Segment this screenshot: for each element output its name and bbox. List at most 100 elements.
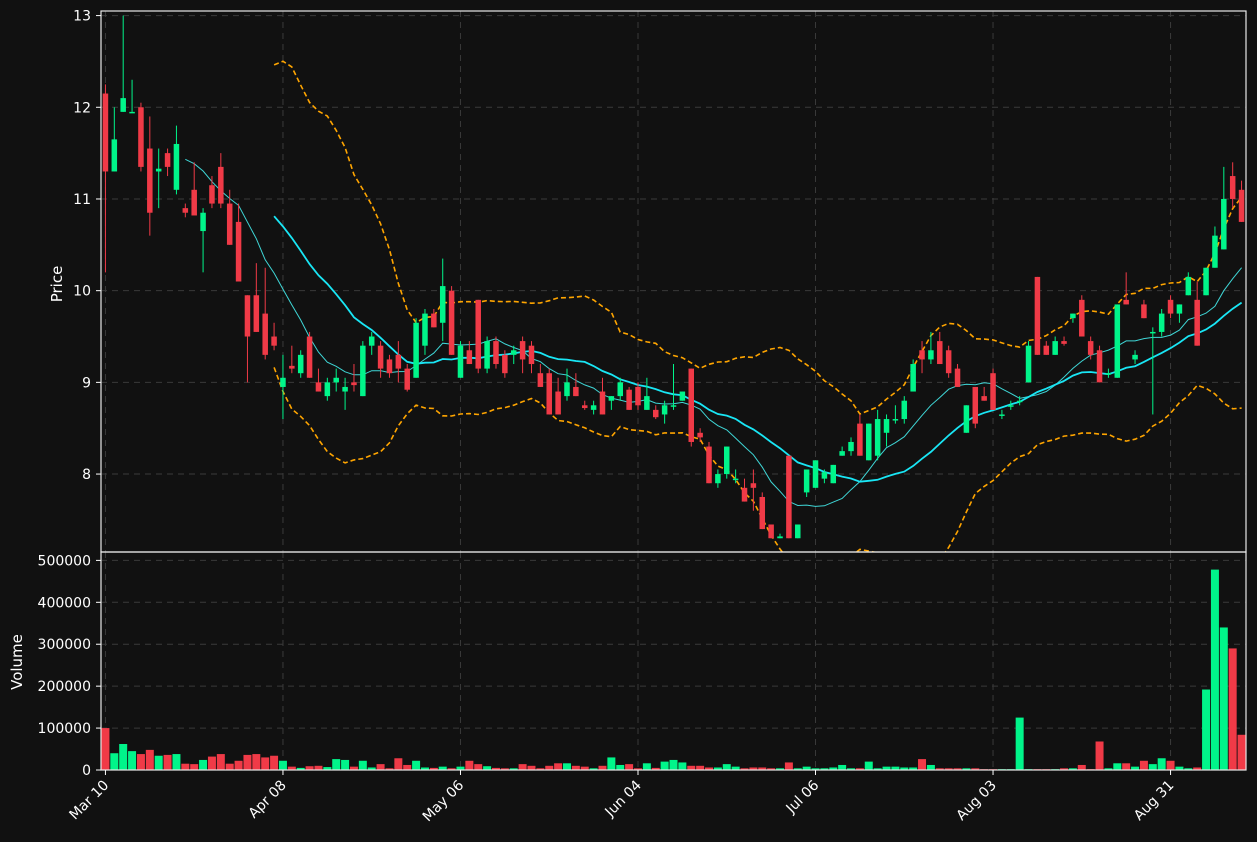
candle-body	[413, 322, 419, 378]
candle	[484, 336, 490, 374]
candle-body	[271, 336, 277, 346]
candle	[1105, 368, 1112, 378]
volume-bar	[864, 761, 873, 770]
candle-body	[1150, 331, 1156, 334]
candle-body	[1185, 276, 1192, 296]
candle-body	[830, 464, 837, 484]
candle	[1043, 341, 1050, 355]
candle	[351, 364, 357, 392]
volume-bars	[101, 569, 1246, 770]
volume-bar	[119, 744, 128, 770]
volume-bar	[261, 757, 270, 770]
candle-body	[324, 382, 331, 397]
volume-bar	[1122, 763, 1131, 770]
volume-bar	[358, 760, 367, 770]
candle	[164, 148, 171, 177]
candle-body	[697, 432, 703, 438]
volume-tick-label: 100000	[38, 721, 91, 737]
candle	[395, 341, 402, 383]
candle	[857, 414, 863, 456]
candle-body	[999, 414, 1005, 416]
candle	[111, 107, 118, 172]
candle-body	[777, 536, 783, 539]
volume-axis: 0 100000 200000 300000 400000 500000	[38, 553, 101, 779]
volume-bar	[199, 759, 208, 770]
candle	[360, 341, 366, 397]
candle	[866, 423, 872, 461]
volume-bar	[562, 763, 571, 770]
upper-band-line	[273, 60, 1243, 415]
candle	[688, 368, 695, 447]
candle	[661, 400, 668, 424]
volume-bar	[589, 768, 598, 770]
price-axis-label: Price	[48, 266, 66, 303]
candle-body	[519, 341, 526, 360]
volume-bar	[1219, 627, 1228, 770]
candle	[1229, 162, 1236, 209]
candle	[528, 341, 535, 374]
candle	[253, 263, 260, 332]
candle-body	[1096, 350, 1103, 383]
price-tick-label: 13	[73, 9, 91, 25]
candle-body	[493, 341, 499, 365]
candle	[173, 125, 180, 195]
candle	[502, 350, 508, 378]
price-panel-frame	[100, 10, 1247, 553]
volume-bar	[420, 767, 429, 770]
candle	[457, 341, 464, 378]
candle	[999, 409, 1005, 420]
date-tick-label: Apr 08	[246, 778, 290, 822]
candle-body	[706, 446, 712, 484]
candle	[1158, 309, 1165, 337]
candle-body	[395, 354, 402, 369]
candle	[1096, 345, 1103, 383]
volume-bar	[713, 767, 722, 770]
volume-bar	[1202, 689, 1211, 770]
candle-body	[1141, 304, 1147, 319]
volume-bar	[678, 762, 687, 770]
candle-body	[981, 396, 987, 401]
candle	[297, 350, 304, 378]
candle-body	[164, 153, 171, 167]
candle	[102, 84, 109, 273]
volume-bar	[838, 764, 847, 770]
candle	[1052, 336, 1058, 355]
price-tick-label: 10	[73, 284, 91, 300]
volume-bar	[1237, 734, 1246, 770]
volume-bar	[696, 765, 705, 770]
candle	[537, 364, 544, 387]
candle-body	[439, 286, 446, 323]
candle	[1114, 304, 1121, 378]
volume-bar	[491, 767, 500, 770]
candle-body	[768, 524, 774, 539]
volume-bar	[1068, 768, 1077, 770]
volume-bar	[829, 767, 838, 770]
candle	[883, 414, 890, 447]
candle	[786, 455, 792, 539]
candle-body	[990, 373, 996, 410]
volume-bar	[163, 754, 172, 770]
volume-bar	[740, 768, 749, 770]
candle-body	[422, 313, 428, 346]
candle	[590, 400, 597, 415]
volume-bar	[136, 754, 145, 770]
candle-body	[1221, 198, 1227, 250]
candle-body	[102, 93, 109, 172]
candle	[510, 345, 517, 365]
volume-bar	[811, 768, 820, 770]
candle-body	[1238, 189, 1245, 222]
date-tick-label: Jul 06	[783, 777, 823, 817]
candle-body	[670, 405, 677, 407]
candle	[280, 354, 286, 420]
candle	[706, 441, 712, 484]
candle	[1141, 299, 1147, 319]
candle-body	[280, 377, 286, 387]
candle-body	[581, 405, 588, 409]
date-axis: Mar 10 Apr 08 May 06 Jun 04 Jul 06 Aug 03 Aug …	[67, 770, 1177, 825]
candle-body	[1087, 341, 1094, 355]
candle-body	[377, 345, 384, 369]
candle-body	[910, 364, 916, 392]
candle	[129, 79, 135, 114]
candle-body	[1203, 267, 1209, 296]
candle	[795, 524, 801, 539]
